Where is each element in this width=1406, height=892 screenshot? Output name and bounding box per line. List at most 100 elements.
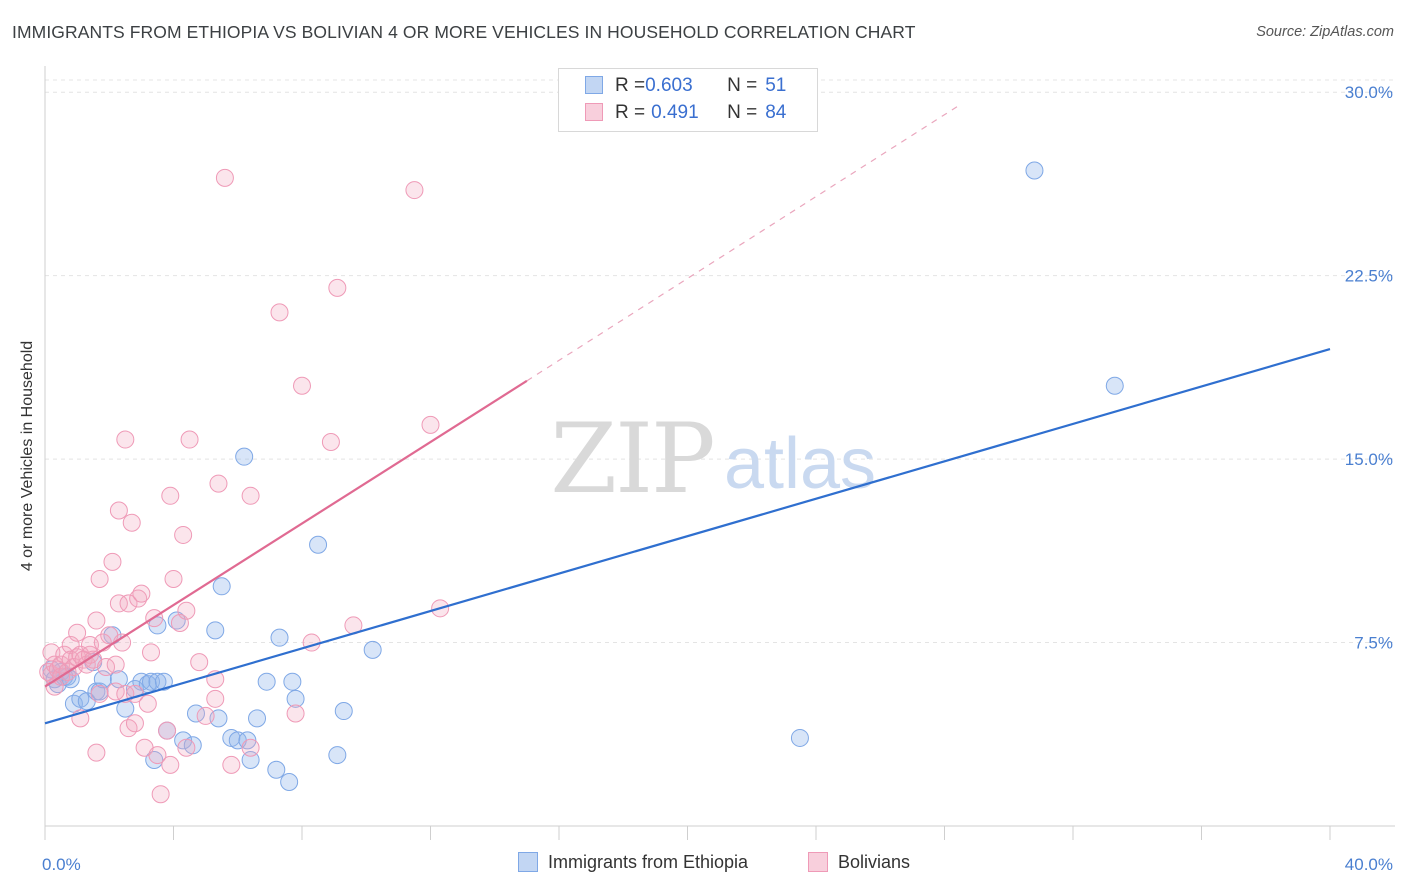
ethiopia-point: [257, 672, 276, 691]
watermark-zip: ZIP: [550, 403, 713, 515]
legend-r-label: R =: [615, 75, 646, 96]
bolivians-point: [80, 645, 99, 664]
legend-n-value: 84: [765, 102, 787, 123]
bolivians-point: [328, 278, 347, 297]
bolivians-point: [293, 376, 311, 395]
legend-r-value: 0.491: [651, 102, 699, 123]
bolivians-point: [161, 755, 180, 774]
bolivians-point: [421, 415, 440, 434]
chart-title: IMMIGRANTS FROM ETHIOPIA VS BOLIVIAN 4 O…: [12, 22, 916, 42]
ethiopia-point: [280, 772, 299, 791]
bolivians-point: [138, 694, 157, 713]
ethiopia-point: [286, 689, 305, 708]
legend-swatch-bolivians: [808, 852, 828, 872]
bolivians-point: [103, 552, 122, 571]
ethiopia-point: [167, 611, 186, 630]
legend-n-label: N =: [727, 75, 758, 96]
bolivians-point: [106, 655, 125, 674]
ethiopia-trendline: [44, 347, 1331, 725]
bolivians-point: [90, 569, 109, 588]
bolivians-point: [209, 474, 228, 493]
bolivians-point: [109, 501, 128, 520]
ethiopia-point: [1025, 161, 1044, 180]
x-tick-label: 40.0%: [1345, 855, 1393, 874]
bolivians-point: [90, 684, 109, 703]
y-tick-label: 15.0%: [1345, 450, 1393, 469]
ethiopia-point: [142, 672, 161, 691]
ethiopia-point: [248, 709, 267, 728]
bottom-legend-ethiopia[interactable]: Immigrants from Ethiopia: [518, 852, 748, 873]
bolivians-point: [122, 513, 141, 532]
bolivians-point: [132, 584, 151, 603]
x-tick-label: 0.0%: [42, 855, 81, 874]
ethiopia-point: [283, 672, 302, 691]
correlation-legend: R = 0.603 N = 51 R = 0.491 N = 84: [558, 68, 818, 132]
bolivians-point: [241, 486, 260, 505]
source-credit: Source: ZipAtlas.com: [1256, 24, 1394, 40]
ethiopia-point: [241, 750, 260, 769]
legend-n-label: N =: [727, 102, 758, 123]
legend-row-bolivians: R = 0.491 N = 84: [585, 102, 786, 126]
bolivians-point: [87, 743, 106, 762]
legend-swatch-ethiopia: [585, 76, 603, 94]
ethiopia-point: [363, 640, 382, 659]
bolivians-trendline: [44, 379, 528, 688]
bolivians-point: [215, 168, 234, 187]
tick-labels-layer: 7.5% 15.0% 22.5% 30.0% 0.0% 40.0%: [42, 83, 1393, 874]
bolivians-point: [68, 623, 87, 642]
legend-swatch-bolivians: [585, 103, 603, 121]
bolivians-point: [148, 746, 167, 765]
bolivians-point: [190, 653, 209, 672]
bolivians-point: [222, 755, 241, 774]
bolivians-point: [151, 785, 170, 804]
bolivians-point: [321, 432, 340, 451]
bolivians-point: [196, 706, 215, 725]
y-tick-label: 7.5%: [1354, 634, 1393, 653]
ethiopia-point: [328, 746, 347, 765]
bolivians-point: [125, 714, 144, 733]
watermark: ZIP atlas: [550, 403, 876, 515]
bolivians-point: [87, 611, 106, 630]
y-tick-label: 30.0%: [1345, 83, 1393, 102]
ethiopia-point: [212, 577, 231, 596]
ethiopia-point: [334, 702, 353, 721]
bolivians-point: [161, 486, 180, 505]
bolivians-point: [180, 430, 199, 449]
ethiopia-point: [145, 750, 164, 769]
trendlines-layer: [44, 103, 1331, 725]
ethiopia-point: [206, 621, 225, 640]
legend-n-value: 51: [765, 75, 787, 96]
bolivians-point: [286, 704, 305, 723]
bolivians-point: [119, 594, 138, 613]
bolivians-point: [206, 689, 225, 708]
legend-r-label: R =: [615, 102, 646, 123]
bolivians-point: [270, 303, 289, 322]
ethiopia-point: [267, 760, 286, 779]
watermark-atlas: atlas: [724, 424, 876, 504]
bolivians-point: [142, 643, 161, 662]
legend-swatch-ethiopia: [518, 852, 538, 872]
ethiopia-point: [790, 728, 809, 747]
ethiopia-point: [235, 447, 254, 466]
bolivians-point: [302, 633, 321, 652]
ethiopia-point: [1105, 376, 1124, 395]
axes-layer: [44, 66, 1395, 840]
ethiopia-point: [154, 672, 173, 691]
bolivians-point: [109, 594, 128, 613]
bottom-legend-bolivians[interactable]: Bolivians: [808, 852, 910, 873]
legend-row-ethiopia: R = 0.603 N = 51: [585, 75, 786, 99]
bolivians-point: [405, 181, 424, 200]
bolivians-point: [177, 601, 196, 620]
ethiopia-point: [270, 628, 289, 647]
legend-label-bolivians: Bolivians: [838, 852, 911, 872]
bolivians-point: [164, 569, 183, 588]
bolivians-point: [241, 738, 260, 757]
bolivians-trendline-extension: [526, 103, 961, 382]
bolivians-point: [129, 589, 148, 608]
bolivians-point: [174, 525, 193, 544]
legend-label-ethiopia: Immigrants from Ethiopia: [548, 852, 749, 872]
legend-r-value: 0.603: [645, 75, 693, 96]
ethiopia-point: [309, 535, 328, 554]
bolivians-point: [116, 430, 135, 449]
